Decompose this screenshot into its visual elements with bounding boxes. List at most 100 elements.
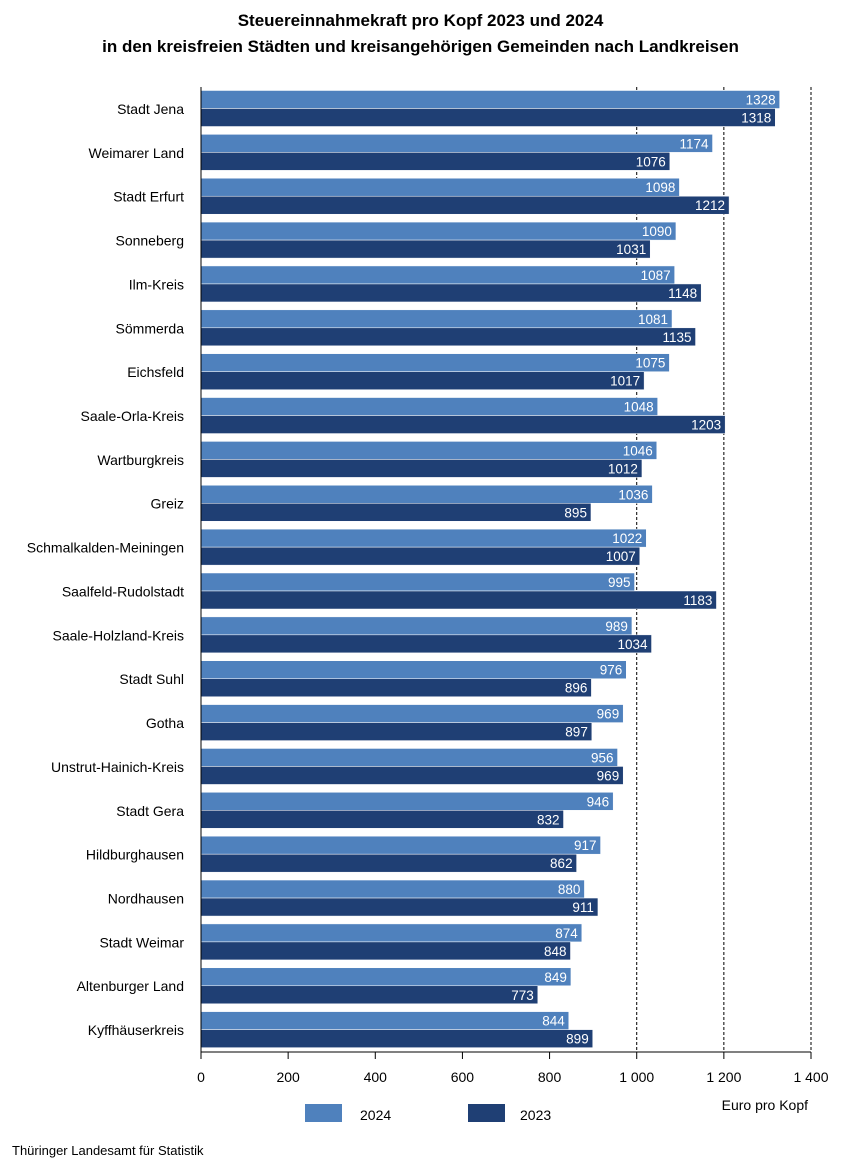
x-axis-label: Euro pro Kopf <box>722 1097 808 1113</box>
value-label-2023: 862 <box>550 856 573 871</box>
value-label-2024: 1075 <box>635 356 665 371</box>
bar-2023 <box>200 897 599 917</box>
value-label-2023: 895 <box>564 505 587 520</box>
bar-2024 <box>200 1011 569 1030</box>
bar-2024 <box>200 572 635 592</box>
value-label-2024: 1081 <box>638 312 668 327</box>
category-label: Greiz <box>151 496 184 512</box>
bar-2023 <box>200 503 592 522</box>
value-label-2023: 1012 <box>608 461 638 476</box>
bar-2023 <box>200 985 539 1005</box>
x-tick-label: 1 400 <box>793 1069 828 1085</box>
bar-2024 <box>200 221 677 241</box>
category-label: Stadt Jena <box>117 101 184 117</box>
value-label-2023: 848 <box>544 944 567 959</box>
bar-2023 <box>200 941 571 961</box>
legend-swatch-2024 <box>305 1104 342 1122</box>
category-label: Kyffhäuserkreis <box>88 1022 184 1038</box>
value-label-2024: 976 <box>600 663 623 678</box>
x-tick-label: 200 <box>276 1069 300 1085</box>
bar-2023 <box>200 283 702 303</box>
x-tick-label: 1 200 <box>706 1069 741 1085</box>
bar-chart: Stadt Jena 1328 1318 Weimarer Land 1174 1076 S… <box>27 87 829 1123</box>
value-label-2023: 896 <box>565 681 588 696</box>
category-label: Stadt Weimar <box>99 934 184 950</box>
value-label-2023: 1212 <box>695 198 725 213</box>
category-label: Ilm-Kreis <box>129 276 184 292</box>
value-label-2023: 1076 <box>636 154 666 169</box>
value-label-2023: 897 <box>565 725 588 740</box>
value-label-2024: 849 <box>544 970 567 985</box>
bar-2023 <box>200 239 651 259</box>
category-label: Unstrut-Hainich-Kreis <box>51 759 184 775</box>
bar-2024 <box>200 90 780 109</box>
bar-2024 <box>200 792 614 811</box>
category-label: Hildburghausen <box>86 847 184 863</box>
category-label: Stadt Gera <box>116 803 184 819</box>
bar-2023 <box>200 152 671 171</box>
value-label-2024: 1022 <box>612 531 642 546</box>
bar-2024 <box>200 660 627 679</box>
bar-2023 <box>200 459 643 478</box>
bar-2024 <box>200 704 624 723</box>
bar-2024 <box>200 528 647 548</box>
category-label: Nordhausen <box>108 890 184 906</box>
value-label-2023: 1203 <box>691 418 721 433</box>
value-label-2024: 995 <box>608 575 631 590</box>
bar-2024 <box>200 353 670 372</box>
bar-2023 <box>200 546 641 566</box>
category-label: Gotha <box>146 715 184 731</box>
category-label: Saale-Orla-Kreis <box>81 408 184 424</box>
value-label-2023: 1148 <box>668 286 697 301</box>
bar-2024 <box>200 835 601 855</box>
value-label-2024: 1098 <box>645 180 675 195</box>
bar-2024 <box>200 616 633 636</box>
bar-2023 <box>200 853 577 873</box>
source-note: Thüringer Landesamt für Statistik <box>12 1143 204 1158</box>
value-label-2024: 956 <box>591 750 614 765</box>
category-label: Sömmerda <box>116 320 185 336</box>
value-label-2024: 1090 <box>642 224 672 239</box>
bar-2024 <box>200 177 680 197</box>
category-label: Stadt Erfurt <box>113 189 184 205</box>
bar-2024 <box>200 265 675 285</box>
value-label-2023: 969 <box>597 768 620 783</box>
bar-2024 <box>200 967 572 987</box>
legend-label-2023: 2023 <box>520 1107 551 1123</box>
value-label-2024: 1328 <box>746 93 776 108</box>
value-label-2024: 1046 <box>623 443 653 458</box>
value-label-2024: 1087 <box>641 268 671 283</box>
value-label-2023: 1318 <box>741 111 771 126</box>
value-label-2024: 880 <box>558 882 581 897</box>
value-label-2024: 969 <box>597 707 620 722</box>
chart-title-line-2: in den kreisfreien Städten und kreisange… <box>102 37 739 56</box>
bar-2023 <box>200 678 592 697</box>
bar-2024 <box>200 923 583 943</box>
bar-2023 <box>200 108 776 127</box>
value-label-2024: 917 <box>574 838 597 853</box>
category-label: Saale-Holzland-Kreis <box>52 627 184 643</box>
x-tick-label: 0 <box>197 1069 205 1085</box>
value-label-2023: 832 <box>537 812 560 827</box>
value-label-2023: 773 <box>511 988 534 1003</box>
x-tick-label: 800 <box>538 1069 562 1085</box>
category-label: Saalfeld-Rudolstadt <box>62 583 184 599</box>
value-label-2023: 911 <box>572 900 594 915</box>
bar-2023 <box>200 766 624 785</box>
category-label: Sonneberg <box>115 233 184 249</box>
x-tick-label: 600 <box>451 1069 475 1085</box>
value-label-2024: 844 <box>542 1014 565 1029</box>
category-label: Wartburgkreis <box>97 452 184 468</box>
value-label-2023: 899 <box>566 1032 589 1047</box>
value-label-2024: 989 <box>605 619 628 634</box>
bar-2023 <box>200 810 564 829</box>
bar-2024 <box>200 309 673 329</box>
bar-2024 <box>200 441 658 460</box>
value-label-2024: 1036 <box>618 487 648 502</box>
bar-2023 <box>200 1029 593 1048</box>
bar-2024 <box>200 134 713 153</box>
bar-2024 <box>200 879 585 899</box>
legend-swatch-2023 <box>468 1104 505 1122</box>
bar-2023 <box>200 371 645 390</box>
bar-2023 <box>200 195 730 215</box>
